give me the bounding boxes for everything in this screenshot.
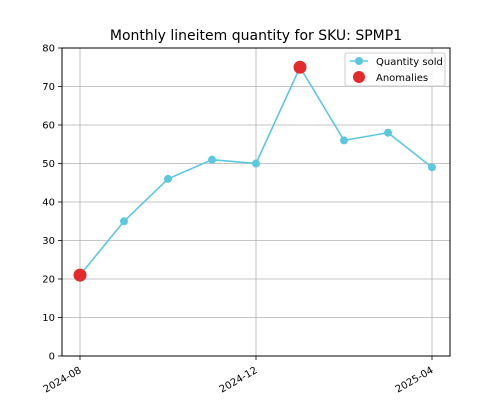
data-point — [428, 163, 436, 172]
anomaly-point — [293, 60, 307, 74]
legend-anomaly-marker — [353, 71, 365, 83]
y-tick-label: 50 — [42, 159, 55, 170]
data-point — [208, 155, 216, 164]
legend-label-anomalies: Anomalies — [376, 73, 428, 84]
y-axis-ticks: 0 10 20 30 40 50 60 70 80 — [42, 44, 62, 363]
y-tick-label: 10 — [42, 313, 55, 324]
chart-title: Monthly lineitem quantity for SKU: SPMP1 — [110, 28, 402, 44]
data-point — [252, 159, 260, 168]
anomalies-layer — [73, 60, 307, 282]
legend-label-quantity: Quantity sold — [376, 57, 443, 68]
y-tick-label: 40 — [42, 198, 55, 209]
data-point — [164, 174, 172, 183]
y-tick-label: 70 — [42, 82, 55, 93]
data-point — [120, 217, 128, 226]
data-point — [384, 128, 392, 137]
y-tick-label: 80 — [42, 44, 55, 55]
legend: Quantity sold Anomalies — [344, 52, 446, 87]
anomaly-point — [73, 268, 87, 282]
plot-frame — [61, 47, 451, 357]
legend-box — [344, 52, 446, 87]
y-tick-label: 20 — [42, 275, 55, 286]
data-point — [340, 136, 348, 145]
legend-series-marker — [355, 57, 363, 65]
y-tick-label: 0 — [49, 352, 55, 363]
y-tick-label: 60 — [42, 121, 55, 132]
y-tick-label: 30 — [42, 236, 55, 247]
